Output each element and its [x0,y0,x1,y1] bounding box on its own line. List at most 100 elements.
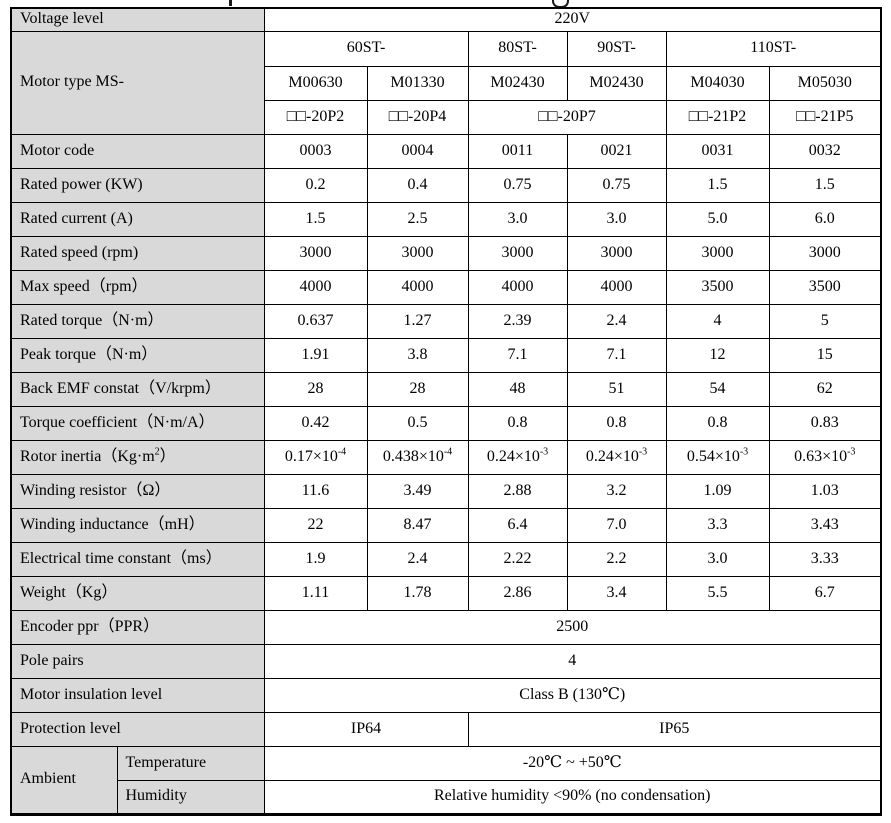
spec-value-cell: 12 [665,337,770,373]
row-encoder: Encoder ppr（PPR） 2500 [10,609,882,645]
spec-value-cell: 4 [665,303,770,339]
spec-row-label: Motor code [10,133,265,169]
spec-value-cell: 1.9 [263,541,368,577]
model-cell: M02430 [467,65,568,101]
spec-rows: Motor code 0003 0004 0011 0021 0031 0032 Rated … [10,133,882,611]
header-rows: Voltage level 220V Motor type MS- 60ST- … [10,7,882,135]
spec-value-cell: 1.11 [263,575,368,611]
spec-value-cell: 15 [768,337,882,373]
spec-value-cell: 3.49 [366,473,469,509]
row-ambient-temperature: Ambient Temperature -20℃ ~ +50℃ [10,745,882,815]
spec-value-cell: 0032 [768,133,882,169]
spec-value-cell: 1.5 [665,167,770,203]
spec-row: Back EMF constat（V/krpm） 28 28 48 51 54 62 [10,371,882,407]
drive-code-cell: □□-21P5 [768,99,882,135]
row-ambient-humidity: Humidity Relative humidity <90% (no cond… [11,779,882,815]
motor-spec-table: Voltage level 220V Motor type MS- 60ST- … [10,7,882,816]
spec-value-cell: 8.47 [366,507,469,543]
spec-value-cell: 3000 [263,235,368,271]
spec-value-cell: 6.4 [467,507,568,543]
row-motor-series: Motor type MS- 60ST- 80ST- 90ST- 110ST- [10,30,882,135]
drive-code-cell: □□-20P4 [366,99,469,135]
spec-row-label: Rated current (A) [10,201,265,237]
spec-value-cell: 4000 [467,269,568,305]
spec-value-cell: 28 [263,371,368,407]
spec-row: Rated speed (rpm) 3000 3000 3000 3000 3000 300… [10,235,882,271]
spec-value-cell: 3500 [768,269,882,305]
spec-value-cell: 0.24×10-3 [566,439,667,475]
temperature-value: -20℃ ~ +50℃ [263,745,882,781]
spec-value-cell: 0011 [467,133,568,169]
spec-row: Max speed（rpm） 4000 4000 4000 4000 3500 3500 [10,269,882,305]
spec-value-cell: 2.5 [366,201,469,237]
spec-value-cell: 0.8 [467,405,568,441]
spec-value-cell: 4000 [263,269,368,305]
drive-code-cell: □□-20P2 [263,99,368,135]
insulation-label: Motor insulation level [10,677,265,713]
spec-value-cell: 1.09 [665,473,770,509]
spec-value-cell: 2.88 [467,473,568,509]
spec-value-cell: 3.43 [768,507,882,543]
footer-rows: Encoder ppr（PPR） 2500 Pole pairs 4 Motor… [10,609,882,815]
spec-value-cell: 6.7 [768,575,882,611]
row-pole-pairs: Pole pairs 4 [10,643,882,679]
protection-label: Protection level [10,711,265,747]
series-80st: 80ST- [467,30,568,67]
protection-value-ip64: IP64 [263,711,469,747]
spec-value-cell: 3000 [768,235,882,271]
model-cell: M00630 [263,65,368,101]
spec-value-cell: 22 [263,507,368,543]
spec-value-cell: 0.42 [263,405,368,441]
spec-value-cell: 3000 [665,235,770,271]
insulation-value: Class B (130℃) [263,677,882,713]
humidity-label: Humidity [116,779,265,815]
spec-value-cell: 3000 [566,235,667,271]
spec-row: Weight（Kg） 1.11 1.78 2.86 3.4 5.5 6.7 [10,575,882,611]
spec-value-cell: 3.8 [366,337,469,373]
ambient-label: Ambient [10,745,118,815]
spec-row-label: Rated torque（N·m） [10,303,265,339]
spec-row-label: Back EMF constat（V/krpm） [10,371,265,407]
spec-value-cell: 28 [366,371,469,407]
spec-value-cell: 5 [768,303,882,339]
spec-value-cell: 0.83 [768,405,882,441]
spec-value-cell: 3.0 [566,201,667,237]
spec-value-cell: 7.0 [566,507,667,543]
spec-value-cell: 2.2 [566,541,667,577]
spec-value-cell: 0.17×10-4 [263,439,368,475]
series-110st: 110ST- [665,30,882,67]
spec-value-cell: 2.4 [366,541,469,577]
spec-row-label: Rotor inertia（Kg·m2） [10,439,265,475]
spec-row-label: Winding resistor（Ω） [10,473,265,509]
spec-value-cell: 1.78 [366,575,469,611]
temperature-label: Temperature [116,745,265,781]
spec-row-label: Rated speed (rpm) [10,235,265,271]
spec-row-label: Weight（Kg） [10,575,265,611]
spec-value-cell: 48 [467,371,568,407]
spec-value-cell: 0004 [366,133,469,169]
spec-value-cell: 0.63×10-3 [768,439,882,475]
spec-value-cell: 54 [665,371,770,407]
voltage-level-value: 220V [263,7,882,32]
spec-value-cell: 2.4 [566,303,667,339]
spec-row: Torque coefficient（N·m/A） 0.42 0.5 0.8 0.8 0.… [10,405,882,441]
drive-code-cell: □□-20P7 [467,99,667,135]
series-90st: 90ST- [566,30,667,67]
spec-row: Winding inductance（mH） 22 8.47 6.4 7.0 3.3 3.4… [10,507,882,543]
row-insulation: Motor insulation level Class B (130℃) [10,677,882,713]
spec-value-cell: 51 [566,371,667,407]
spec-row: Peak torque（N·m） 1.91 3.8 7.1 7.1 12 15 [10,337,882,373]
row-voltage-level: Voltage level 220V [10,7,882,32]
pole-pairs-label: Pole pairs [10,643,265,679]
spec-value-cell: 0.8 [665,405,770,441]
spec-value-cell: 1.03 [768,473,882,509]
spec-value-cell: 3000 [467,235,568,271]
spec-value-cell: 7.1 [467,337,568,373]
spec-value-cell: 0.4 [366,167,469,203]
spec-value-cell: 0.637 [263,303,368,339]
spec-row: Motor code 0003 0004 0011 0021 0031 0032 [10,133,882,169]
model-cell: M02430 [566,65,667,101]
spec-value-cell: 0.24×10-3 [467,439,568,475]
spec-value-cell: 0.75 [566,167,667,203]
model-cell: M05030 [768,65,882,101]
